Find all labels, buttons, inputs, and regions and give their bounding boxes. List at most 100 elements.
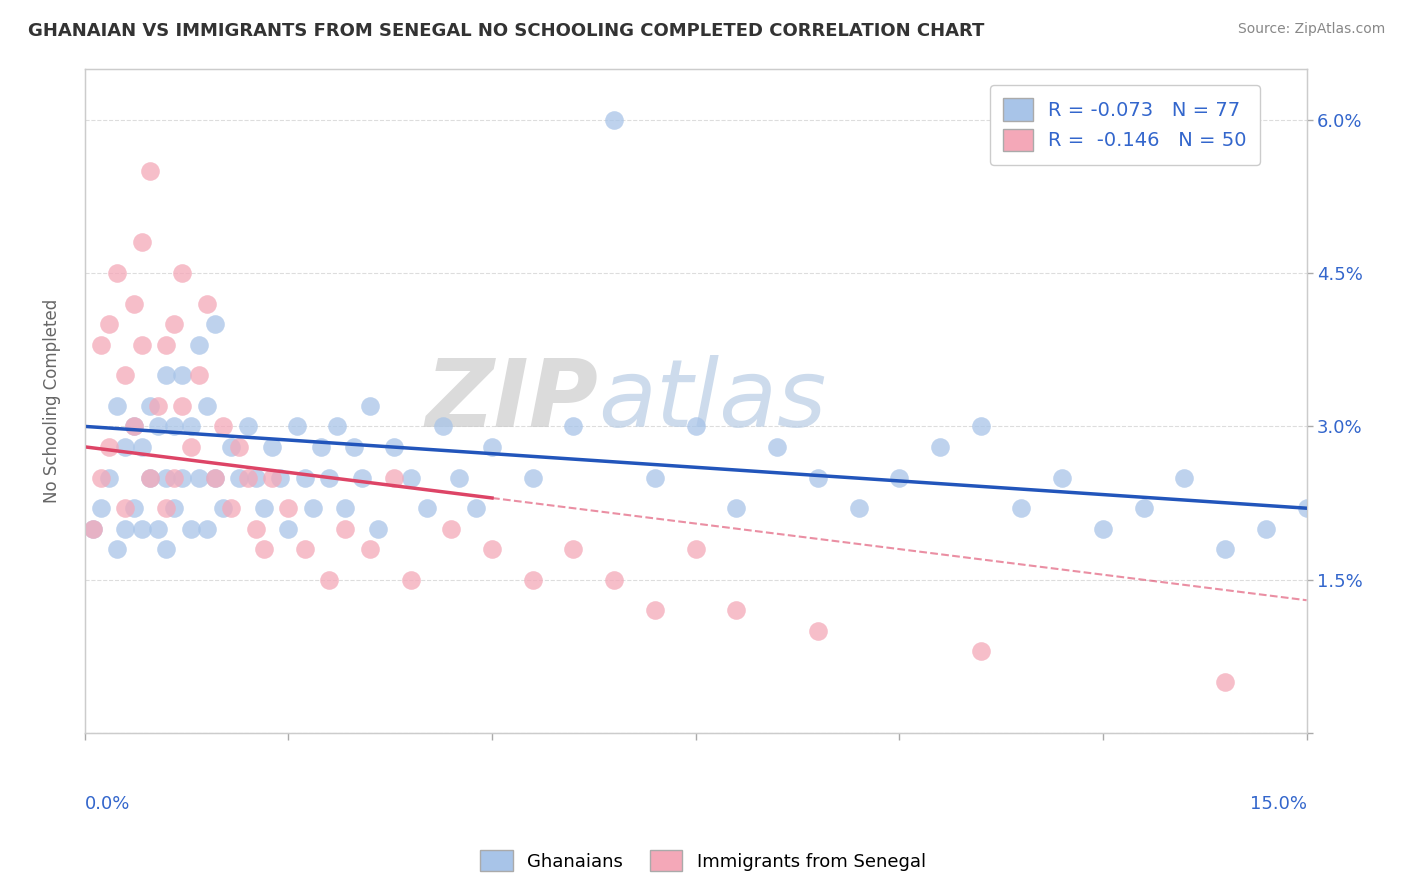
Point — [98, 317, 121, 331]
Point — [685, 542, 707, 557]
Point — [146, 522, 169, 536]
Point — [90, 501, 112, 516]
Point — [644, 603, 666, 617]
Point — [228, 470, 250, 484]
Point — [1050, 470, 1073, 484]
Point — [155, 337, 177, 351]
Point — [204, 470, 226, 484]
Point — [262, 470, 284, 484]
Point — [1091, 522, 1114, 536]
Text: 0.0%: 0.0% — [84, 795, 131, 813]
Point — [90, 337, 112, 351]
Point — [1132, 501, 1154, 516]
Point — [236, 419, 259, 434]
Point — [285, 419, 308, 434]
Legend: Ghanaians, Immigrants from Senegal: Ghanaians, Immigrants from Senegal — [472, 843, 934, 879]
Point — [131, 440, 153, 454]
Point — [318, 470, 340, 484]
Point — [122, 501, 145, 516]
Point — [82, 522, 104, 536]
Point — [163, 470, 186, 484]
Point — [449, 470, 471, 484]
Point — [180, 522, 202, 536]
Point — [562, 419, 585, 434]
Point — [155, 501, 177, 516]
Point — [807, 624, 830, 638]
Point — [725, 501, 748, 516]
Point — [481, 542, 503, 557]
Point — [253, 542, 276, 557]
Point — [139, 470, 162, 484]
Point — [139, 163, 162, 178]
Point — [440, 522, 463, 536]
Point — [359, 542, 381, 557]
Point — [204, 317, 226, 331]
Point — [326, 419, 349, 434]
Point — [253, 501, 276, 516]
Point — [122, 419, 145, 434]
Point — [294, 542, 316, 557]
Point — [180, 419, 202, 434]
Point — [98, 470, 121, 484]
Point — [139, 470, 162, 484]
Point — [139, 399, 162, 413]
Point — [114, 501, 136, 516]
Point — [105, 266, 128, 280]
Point — [432, 419, 454, 434]
Point — [114, 368, 136, 383]
Point — [131, 522, 153, 536]
Point — [236, 470, 259, 484]
Point — [212, 419, 235, 434]
Point — [359, 399, 381, 413]
Point — [335, 501, 357, 516]
Point — [970, 644, 993, 658]
Point — [342, 440, 364, 454]
Point — [146, 399, 169, 413]
Point — [90, 470, 112, 484]
Point — [221, 440, 243, 454]
Point — [766, 440, 789, 454]
Point — [172, 399, 194, 413]
Point — [245, 522, 267, 536]
Point — [82, 522, 104, 536]
Point — [114, 440, 136, 454]
Point — [481, 440, 503, 454]
Point — [1295, 501, 1317, 516]
Point — [929, 440, 952, 454]
Point — [163, 317, 186, 331]
Point — [318, 573, 340, 587]
Point — [172, 470, 194, 484]
Point — [277, 522, 299, 536]
Point — [269, 470, 291, 484]
Point — [309, 440, 332, 454]
Point — [155, 542, 177, 557]
Point — [155, 470, 177, 484]
Point — [131, 337, 153, 351]
Point — [685, 419, 707, 434]
Point — [603, 112, 626, 127]
Point — [146, 419, 169, 434]
Point — [1213, 542, 1236, 557]
Point — [114, 522, 136, 536]
Point — [131, 235, 153, 250]
Point — [1011, 501, 1033, 516]
Point — [807, 470, 830, 484]
Point — [195, 296, 218, 310]
Point — [105, 399, 128, 413]
Point — [187, 337, 209, 351]
Point — [187, 470, 209, 484]
Point — [262, 440, 284, 454]
Point — [228, 440, 250, 454]
Point — [1213, 675, 1236, 690]
Point — [172, 368, 194, 383]
Text: ZIP: ZIP — [425, 355, 598, 447]
Point — [195, 522, 218, 536]
Point — [294, 470, 316, 484]
Point — [644, 470, 666, 484]
Text: atlas: atlas — [598, 355, 827, 446]
Point — [522, 573, 544, 587]
Point — [350, 470, 373, 484]
Point — [889, 470, 911, 484]
Point — [204, 470, 226, 484]
Point — [122, 419, 145, 434]
